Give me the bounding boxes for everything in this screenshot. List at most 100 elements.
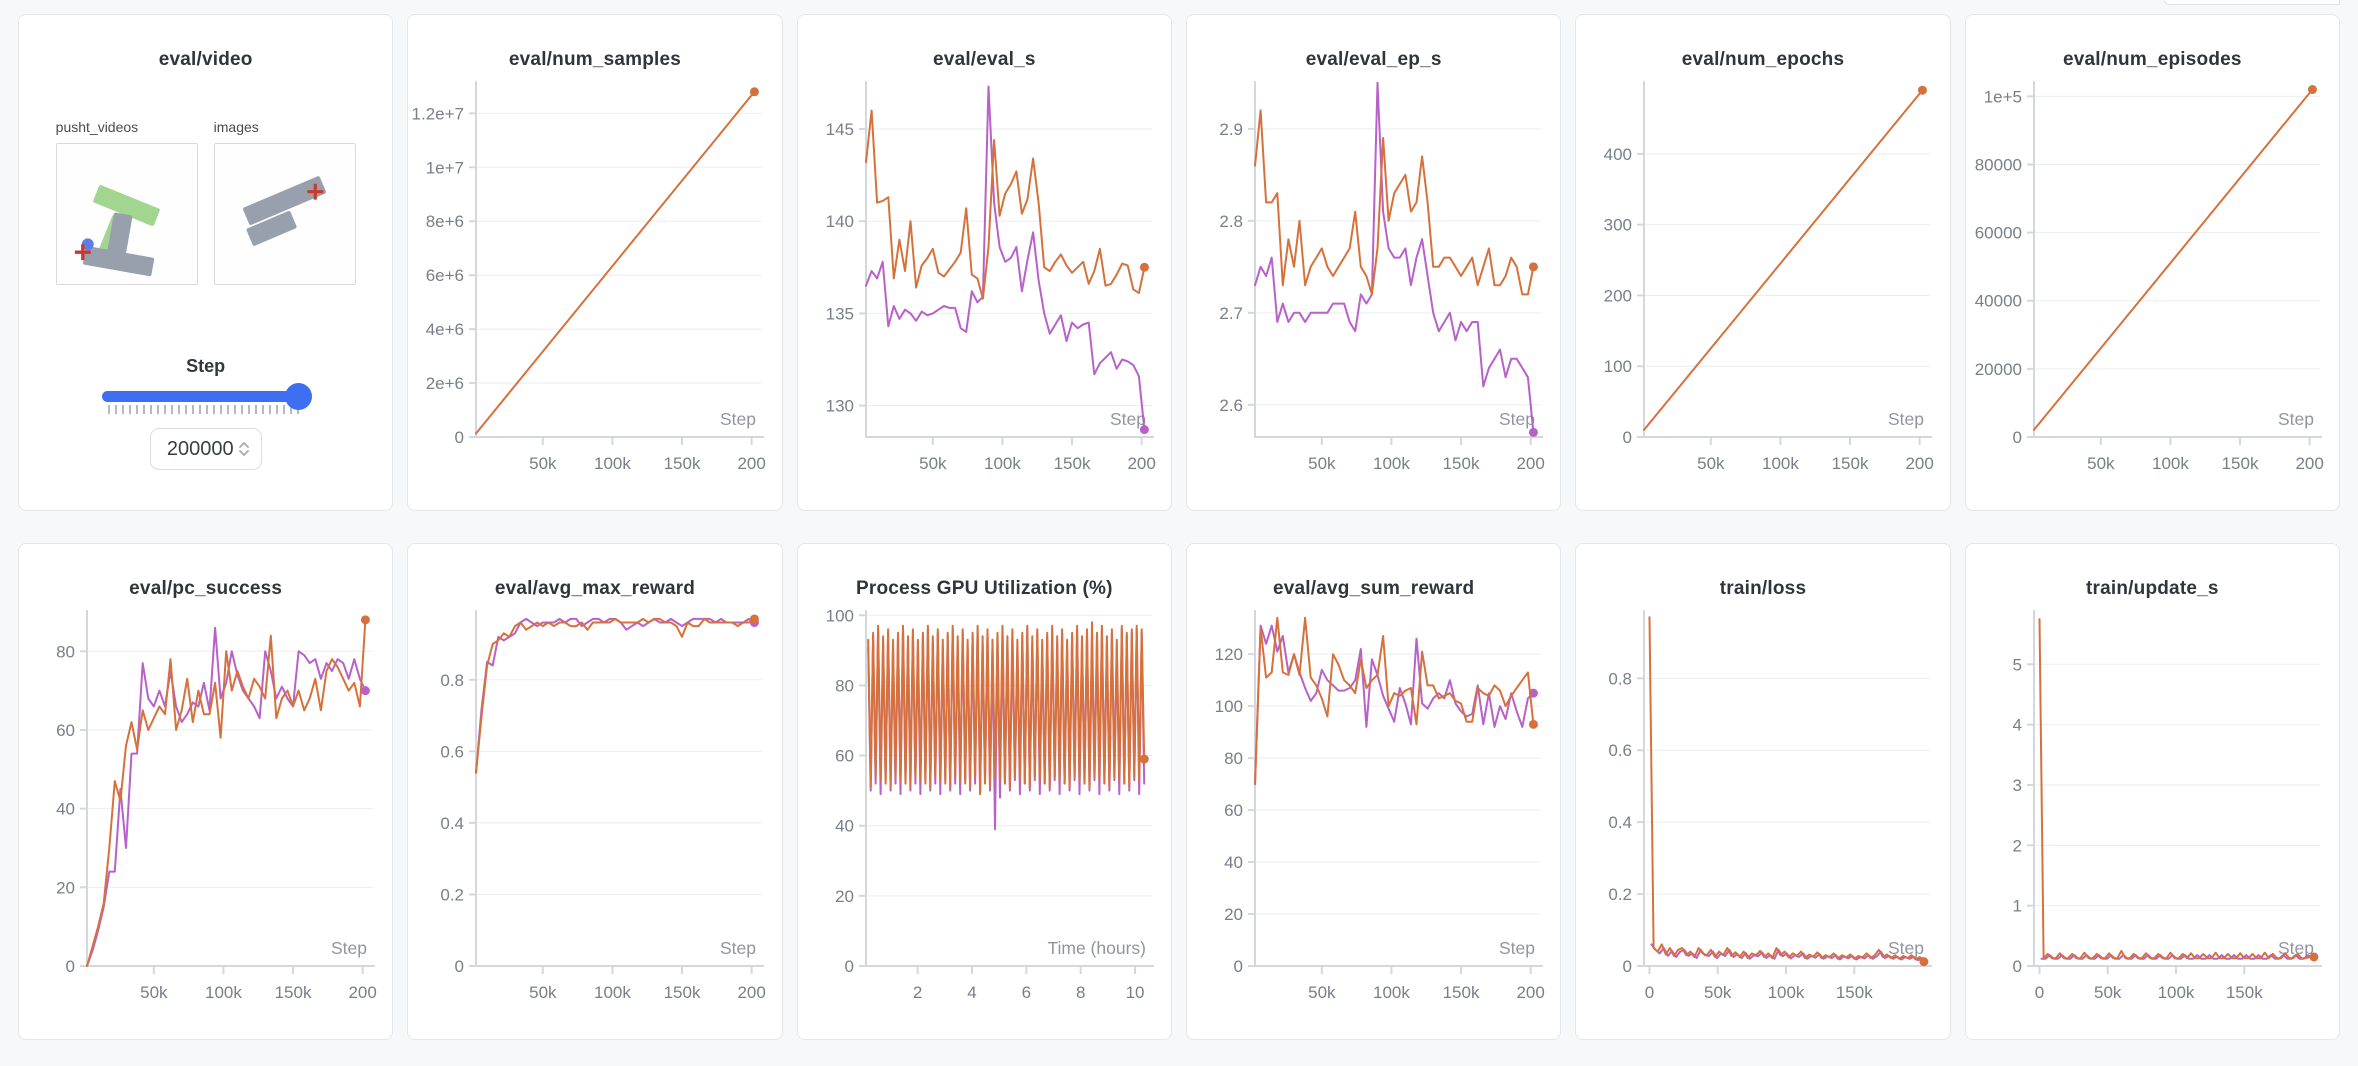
chart-avg-max-reward[interactable]: 0 0.2 0.4 0.6 0.8 50k 100k 150k 200 Step — [408, 604, 782, 1024]
chart-panel-num-episodes: eval/num_episodes 0 20000 40000 60000 80000 1… — [1964, 14, 2340, 511]
chevron-down-icon — [238, 450, 249, 457]
svg-text:60: 60 — [56, 721, 75, 740]
svg-text:1: 1 — [2012, 897, 2021, 916]
svg-text:2.7: 2.7 — [1219, 304, 1243, 323]
stepper-icons[interactable] — [238, 441, 250, 457]
svg-text:200: 200 — [348, 983, 376, 1002]
chart-train-update-s[interactable]: 0 1 2 3 4 5 0 50k 100k 150k Step — [1966, 604, 2340, 1024]
svg-text:0: 0 — [455, 957, 464, 976]
svg-text:80: 80 — [835, 676, 854, 695]
pusht-video-thumbnail[interactable] — [55, 143, 198, 285]
chart-title: Process GPU Utilization (%) — [855, 578, 1113, 599]
svg-text:150k: 150k — [664, 983, 701, 1002]
step-slider[interactable] — [101, 383, 312, 414]
svg-text:8: 8 — [1076, 983, 1085, 1002]
svg-text:100k: 100k — [594, 454, 631, 473]
svg-text:100k: 100k — [984, 454, 1021, 473]
svg-text:0: 0 — [1623, 428, 1632, 447]
chart-panel-train-loss: train/loss 0 0.2 0.4 0.6 0.8 0 50k 100k 150k Step — [1575, 543, 1951, 1040]
step-value-input-box[interactable] — [149, 428, 262, 470]
svg-text:5: 5 — [2012, 655, 2021, 674]
svg-text:Step: Step — [331, 938, 367, 958]
svg-text:6: 6 — [1021, 983, 1030, 1002]
images-thumbnail[interactable] — [213, 143, 356, 285]
svg-text:150k: 150k — [1832, 454, 1869, 473]
chart-title: eval/avg_sum_reward — [1273, 578, 1475, 599]
slider-thumb[interactable] — [284, 383, 312, 410]
chart-title: eval/num_samples — [508, 49, 682, 70]
svg-text:200: 200 — [1604, 286, 1632, 305]
chart-num-samples[interactable]: 0 2e+6 4e+6 6e+6 8e+6 1e+7 1.2e+7 50k 100k 150k 20… — [408, 75, 782, 495]
svg-text:Time (hours): Time (hours) — [1047, 938, 1146, 958]
svg-text:0.6: 0.6 — [441, 742, 465, 761]
svg-text:0: 0 — [455, 428, 464, 447]
svg-text:60: 60 — [1224, 801, 1243, 820]
chart-panel-pc-success: eval/pc_success 0 20 40 60 80 50k 100k 150k 200 S… — [18, 543, 394, 1040]
chart-pc-success[interactable]: 0 20 40 60 80 50k 100k 150k 200 Step — [19, 604, 393, 1024]
svg-text:Step: Step — [720, 938, 756, 958]
svg-text:50k: 50k — [140, 983, 168, 1002]
chart-title: eval/eval_ep_s — [1305, 49, 1442, 70]
media-item-label: pusht_videos — [55, 119, 139, 135]
svg-text:50k: 50k — [1308, 454, 1336, 473]
svg-text:50k: 50k — [1697, 454, 1725, 473]
svg-text:2e+6: 2e+6 — [426, 374, 464, 393]
step-value-input[interactable] — [161, 437, 234, 461]
media-thumbnails: pusht_videos images — [19, 119, 392, 290]
chart-title: train/update_s — [2085, 578, 2219, 599]
chart-eval-s[interactable]: 130 135 140 145 50k 100k 150k 200 Step — [798, 75, 1172, 495]
svg-text:40000: 40000 — [1974, 292, 2021, 311]
svg-text:20: 20 — [56, 878, 75, 897]
svg-text:4: 4 — [2012, 716, 2021, 735]
svg-text:130: 130 — [825, 397, 853, 416]
scrolled-panel-edge — [2164, 0, 2340, 5]
svg-text:Step: Step — [2278, 409, 2314, 429]
chart-gpu-utilization[interactable]: 0 20 40 60 80 100 2 4 6 8 10 Time (hours) — [798, 604, 1172, 1024]
svg-text:10: 10 — [1125, 983, 1144, 1002]
svg-text:0.4: 0.4 — [1609, 813, 1633, 832]
chart-avg-sum-reward[interactable]: 0 20 40 60 80 100 120 50k 100k 150k 200 Step — [1187, 604, 1561, 1024]
svg-text:100k: 100k — [594, 983, 631, 1002]
svg-text:120: 120 — [1215, 645, 1243, 664]
svg-text:0.6: 0.6 — [1609, 741, 1633, 760]
svg-text:40: 40 — [835, 817, 854, 836]
chart-panel-avg-sum-reward: eval/avg_sum_reward 0 20 40 60 80 100 120 50k 10… — [1186, 543, 1562, 1040]
svg-text:50k: 50k — [1308, 983, 1336, 1002]
svg-text:0.2: 0.2 — [441, 885, 465, 904]
svg-text:0: 0 — [66, 957, 75, 976]
chart-train-loss[interactable]: 0 0.2 0.4 0.6 0.8 0 50k 100k 150k Step — [1576, 604, 1950, 1024]
svg-text:50k: 50k — [919, 454, 947, 473]
chart-panel-avg-max-reward: eval/avg_max_reward 0 0.2 0.4 0.6 0.8 50k 100k… — [407, 543, 783, 1040]
goal-cross — [306, 183, 323, 200]
chart-num-episodes[interactable]: 0 20000 40000 60000 80000 1e+5 50k 100k 150k 200 S… — [1966, 75, 2340, 495]
svg-text:8e+6: 8e+6 — [426, 212, 464, 231]
svg-text:Step: Step — [1110, 409, 1146, 429]
svg-text:0.4: 0.4 — [441, 814, 465, 833]
media-item-label: images — [213, 119, 259, 135]
svg-text:300: 300 — [1604, 216, 1632, 235]
svg-text:150k: 150k — [1443, 454, 1480, 473]
chart-panel-train-update-s: train/update_s 0 1 2 3 4 5 0 50k 100k 150k Step — [1964, 543, 2340, 1040]
svg-text:2: 2 — [913, 983, 922, 1002]
chart-panel-eval-s: eval/eval_s 130 135 140 145 50k 100k 150k 200 St… — [796, 14, 1172, 511]
svg-text:200: 200 — [738, 454, 766, 473]
chart-num-epochs[interactable]: 0 100 200 300 400 50k 100k 150k 200 Step — [1576, 75, 1950, 495]
svg-text:4: 4 — [967, 983, 976, 1002]
svg-text:0: 0 — [2034, 983, 2043, 1002]
slider-track[interactable] — [101, 383, 312, 410]
chart-panel-gpu-utilization: Process GPU Utilization (%) 0 20 40 60 80 100… — [796, 543, 1172, 1040]
chart-title: eval/avg_max_reward — [494, 578, 696, 599]
chevron-up-icon — [238, 441, 249, 448]
chart-title: eval/eval_s — [933, 49, 1036, 70]
svg-text:150k: 150k — [1443, 983, 1480, 1002]
svg-text:0: 0 — [1234, 957, 1243, 976]
svg-text:20: 20 — [835, 887, 854, 906]
svg-text:100k: 100k — [1768, 983, 1805, 1002]
svg-text:50k: 50k — [2094, 983, 2122, 1002]
svg-text:60: 60 — [835, 747, 854, 766]
svg-text:100: 100 — [1215, 697, 1243, 716]
chart-eval-ep-s[interactable]: 2.6 2.7 2.8 2.9 50k 100k 150k 200 Step — [1187, 75, 1561, 495]
chart-panel-num-epochs: eval/num_epochs 0 100 200 300 400 50k 100k 150k… — [1575, 14, 1951, 511]
svg-text:80: 80 — [1224, 749, 1243, 768]
svg-text:100k: 100k — [205, 983, 242, 1002]
